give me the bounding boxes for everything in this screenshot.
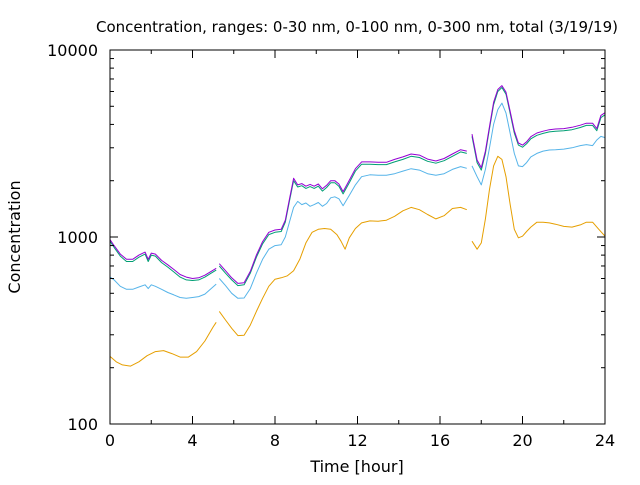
x-tick-label: 8 bbox=[270, 431, 280, 450]
x-axis-label: Time [hour] bbox=[309, 457, 403, 476]
series-4-line-segment-2 bbox=[218, 149, 467, 284]
plot-area: 0 4 8 12 16 20 24 100 1000 10000 bbox=[47, 41, 615, 450]
y-axis-label: Concentration bbox=[5, 180, 24, 293]
series-3-line-segment-3 bbox=[471, 87, 606, 171]
y-tick-label: 10000 bbox=[47, 41, 98, 60]
series-2-line-segment-2 bbox=[218, 166, 467, 299]
series-1-line-segment-3 bbox=[471, 155, 606, 250]
chart-title: Concentration, ranges: 0-30 nm, 0-100 nm… bbox=[96, 18, 618, 36]
series-2-line-segment-3 bbox=[471, 102, 606, 186]
y-tick-label: 1000 bbox=[57, 228, 98, 247]
series-3-line-segment-1 bbox=[109, 240, 217, 281]
y-tick-label: 100 bbox=[67, 415, 98, 434]
series-2-line-segment-1 bbox=[109, 276, 217, 299]
x-tick-label: 4 bbox=[187, 431, 197, 450]
x-tick-label: 0 bbox=[105, 431, 115, 450]
x-tick-label: 24 bbox=[595, 431, 615, 450]
series-4-line-segment-3 bbox=[471, 85, 606, 169]
x-tick-label: 16 bbox=[430, 431, 450, 450]
series-4-line-segment-1 bbox=[109, 239, 217, 279]
plot-frame bbox=[109, 49, 606, 425]
x-tick-label: 20 bbox=[512, 431, 532, 450]
series-3-line-segment-2 bbox=[218, 151, 467, 287]
series-1-line-segment-2 bbox=[218, 206, 467, 337]
series-1-line-segment-1 bbox=[109, 322, 217, 367]
x-tick-label: 12 bbox=[347, 431, 367, 450]
